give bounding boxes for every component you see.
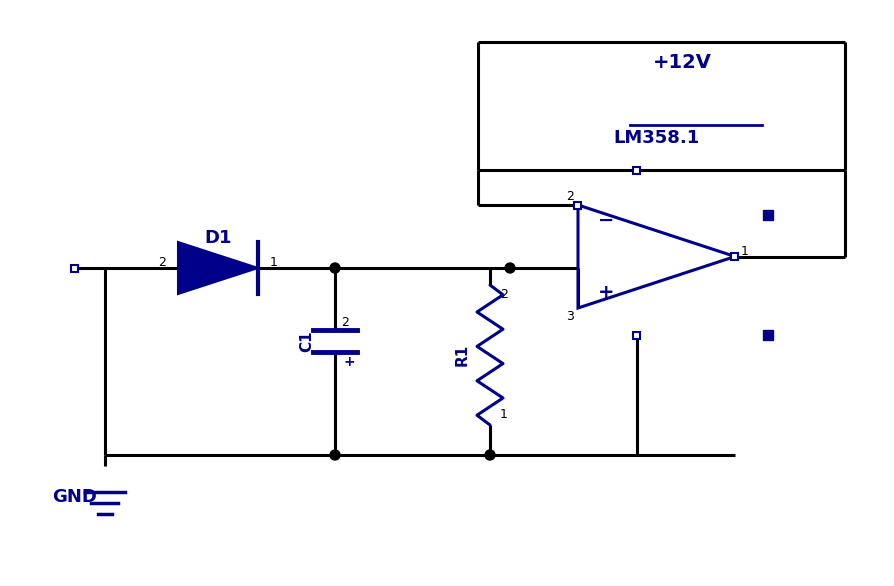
Text: C1: C1 bbox=[299, 330, 314, 352]
Text: 2: 2 bbox=[158, 255, 165, 268]
Text: 2: 2 bbox=[341, 315, 349, 329]
Text: R1: R1 bbox=[454, 344, 469, 366]
Text: 1: 1 bbox=[270, 255, 278, 268]
Circle shape bbox=[330, 263, 340, 273]
Bar bbox=[72, 264, 79, 271]
Polygon shape bbox=[178, 242, 257, 294]
Circle shape bbox=[330, 450, 340, 460]
Text: +12V: +12V bbox=[652, 53, 711, 71]
Bar bbox=[633, 166, 640, 173]
Circle shape bbox=[485, 450, 494, 460]
Text: LM358.1: LM358.1 bbox=[613, 129, 699, 147]
Bar bbox=[574, 202, 581, 209]
Text: 2: 2 bbox=[565, 190, 573, 203]
Text: −: − bbox=[597, 210, 613, 230]
Text: GND: GND bbox=[52, 488, 97, 506]
Bar bbox=[730, 253, 738, 260]
Text: 1: 1 bbox=[740, 245, 748, 258]
Bar bbox=[633, 332, 640, 339]
Text: +: + bbox=[342, 355, 354, 369]
Circle shape bbox=[504, 263, 514, 273]
Text: 2: 2 bbox=[500, 288, 508, 302]
Text: +: + bbox=[597, 284, 613, 302]
Text: 1: 1 bbox=[500, 408, 508, 421]
Text: 3: 3 bbox=[565, 309, 573, 322]
Text: D1: D1 bbox=[204, 229, 232, 247]
